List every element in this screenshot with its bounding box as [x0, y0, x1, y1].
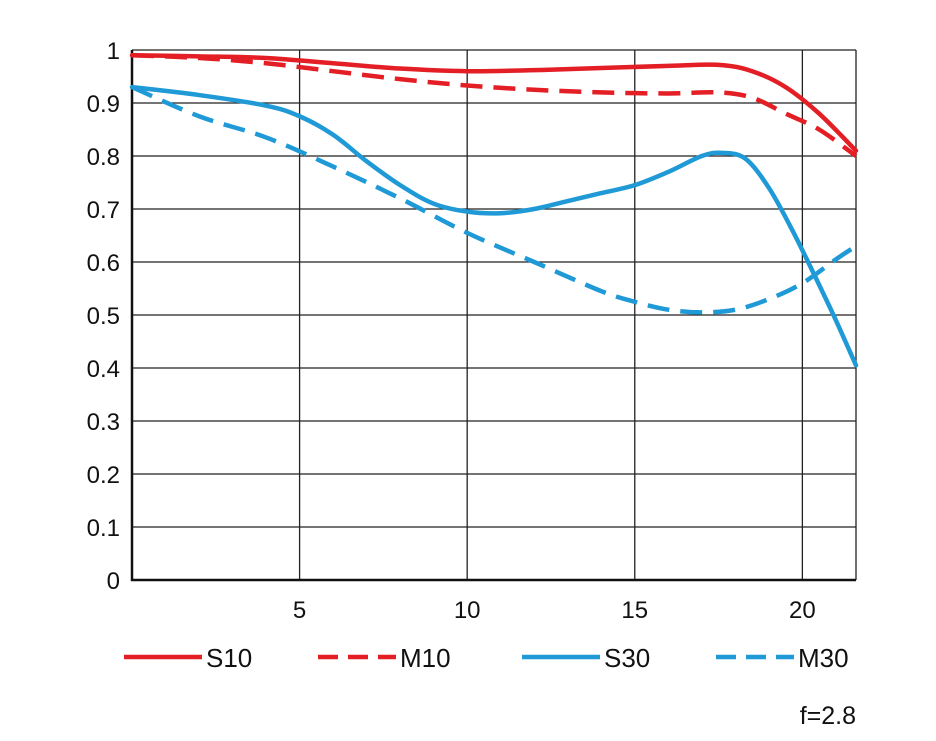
legend-layer: S10 M10 S30 M30	[124, 643, 849, 673]
legend-label-m10: M10	[400, 643, 451, 673]
legend-label-s10: S10	[206, 643, 252, 673]
y-tick-label: 0.8	[87, 144, 120, 171]
y-tick-label: 0.5	[87, 303, 120, 330]
series-line-m30	[131, 85, 858, 315]
y-tick-label: 0.7	[87, 197, 120, 224]
x-tick-label: 10	[454, 597, 481, 624]
x-tick-label: 15	[621, 597, 648, 624]
series-line-s10	[129, 53, 859, 153]
x-tick-label: 20	[789, 597, 816, 624]
y-tick-label: 0.3	[87, 409, 120, 436]
y-tick-label: 1	[107, 38, 120, 65]
series-line-m10	[131, 53, 858, 158]
axis-layer: 00.10.20.30.40.50.60.70.80.915 10 15 20	[87, 38, 856, 624]
series-line-s30	[129, 84, 859, 368]
legend-label-s30: S30	[604, 643, 650, 673]
aperture-annotation: f=2.8	[800, 702, 856, 730]
y-tick-label: 0.2	[87, 462, 120, 489]
y-tick-label: 0.9	[87, 91, 120, 118]
grid-layer	[132, 49, 857, 580]
series-layer	[129, 53, 859, 368]
legend-label-m30: M30	[798, 643, 849, 673]
y-tick-label: 0.4	[87, 356, 120, 383]
y-tick-label: 0.6	[87, 250, 120, 277]
x-tick-label: 5	[293, 597, 306, 624]
y-tick-label: 0	[107, 568, 120, 595]
y-tick-label: 0.1	[87, 515, 120, 542]
